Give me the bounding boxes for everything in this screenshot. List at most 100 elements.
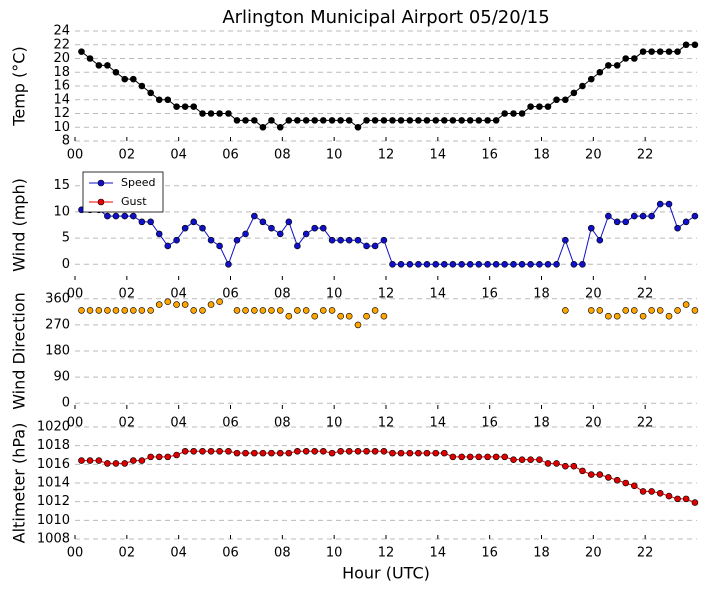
y-axis-label: Wind Direction <box>10 292 29 410</box>
data-point <box>130 307 137 314</box>
data-point <box>95 307 103 314</box>
x-tick-label: 02 <box>119 546 136 561</box>
data-point <box>510 456 517 463</box>
data-point <box>337 447 344 455</box>
data-point <box>458 453 465 461</box>
x-tick-label: 08 <box>274 148 291 163</box>
data-point <box>423 449 431 457</box>
data-point <box>570 260 578 268</box>
x-tick-label: 22 <box>637 546 654 561</box>
data-point <box>276 230 284 238</box>
y-tick-label: 18 <box>53 65 70 80</box>
x-tick-label: 10 <box>326 148 343 163</box>
data-point <box>656 48 664 55</box>
series-line <box>81 450 696 504</box>
data-point <box>674 224 681 232</box>
data-point <box>544 460 552 467</box>
data-point <box>173 451 180 459</box>
data-point <box>319 224 327 232</box>
data-point <box>665 312 673 320</box>
data-point <box>553 460 560 467</box>
data-point <box>181 301 189 308</box>
x-tick-label: 16 <box>481 287 498 302</box>
data-point <box>415 449 422 457</box>
data-point <box>630 307 638 314</box>
data-point <box>319 447 327 455</box>
data-point <box>674 495 681 503</box>
data-point <box>225 110 232 117</box>
x-tick-label: 06 <box>222 287 239 302</box>
data-point <box>138 457 146 464</box>
data-point <box>536 260 543 268</box>
y-tick-label: 1016 <box>37 457 70 472</box>
data-point <box>371 242 379 250</box>
data-point <box>363 242 370 250</box>
data-point <box>328 117 336 124</box>
x-tick-label: 08 <box>274 546 291 561</box>
data-point <box>613 476 621 484</box>
data-point <box>458 117 465 124</box>
data-point <box>121 75 129 83</box>
data-point <box>570 89 578 97</box>
data-point <box>518 456 526 463</box>
data-point <box>449 117 457 124</box>
data-point <box>397 449 405 457</box>
y-tick-label: 1012 <box>37 494 70 509</box>
data-point <box>268 117 275 124</box>
data-point <box>449 260 457 268</box>
data-point <box>682 218 690 226</box>
data-point <box>562 307 569 314</box>
data-point <box>147 218 154 226</box>
data-point <box>95 457 103 464</box>
data-point <box>527 260 534 268</box>
data-point <box>544 260 552 268</box>
data-point <box>691 41 699 49</box>
data-point <box>268 307 275 314</box>
x-tick-label: 20 <box>585 416 602 431</box>
data-point <box>86 55 94 62</box>
y-tick-label: 24 <box>53 24 70 39</box>
data-point <box>233 236 241 244</box>
data-point <box>579 467 586 475</box>
data-point <box>302 117 310 124</box>
x-tick-label: 08 <box>274 416 291 431</box>
data-point <box>155 230 163 238</box>
data-point <box>294 307 301 314</box>
y-tick-label: 10 <box>53 204 70 219</box>
data-point <box>475 117 483 124</box>
data-point <box>363 447 370 455</box>
data-point <box>207 236 215 244</box>
data-point <box>251 117 258 124</box>
data-point <box>233 307 241 314</box>
data-point <box>562 462 569 470</box>
data-point <box>251 307 258 314</box>
data-point <box>605 62 612 69</box>
data-point <box>682 495 690 503</box>
data-point <box>164 242 172 250</box>
x-tick-label: 10 <box>326 546 343 561</box>
data-point <box>225 447 232 455</box>
data-point <box>311 312 319 320</box>
data-point <box>518 110 526 117</box>
y-axis-label: Temp (°C) <box>10 46 29 126</box>
legend-label: Gust <box>121 195 147 208</box>
data-point <box>302 447 310 455</box>
x-tick-label: 12 <box>378 416 395 431</box>
data-point <box>674 48 681 55</box>
data-point <box>225 260 232 268</box>
data-point <box>259 123 267 131</box>
data-point <box>562 96 569 104</box>
data-point <box>510 260 517 268</box>
y-tick-label: 180 <box>45 344 70 359</box>
data-point <box>613 62 621 69</box>
data-point <box>328 236 336 244</box>
data-point <box>311 447 319 455</box>
x-tick-label: 02 <box>119 416 136 431</box>
data-point <box>527 456 534 463</box>
data-point <box>363 117 370 124</box>
data-point <box>302 230 310 238</box>
data-point <box>596 68 604 76</box>
legend-marker <box>97 198 105 206</box>
x-tick-label: 06 <box>222 416 239 431</box>
data-point <box>173 301 180 308</box>
